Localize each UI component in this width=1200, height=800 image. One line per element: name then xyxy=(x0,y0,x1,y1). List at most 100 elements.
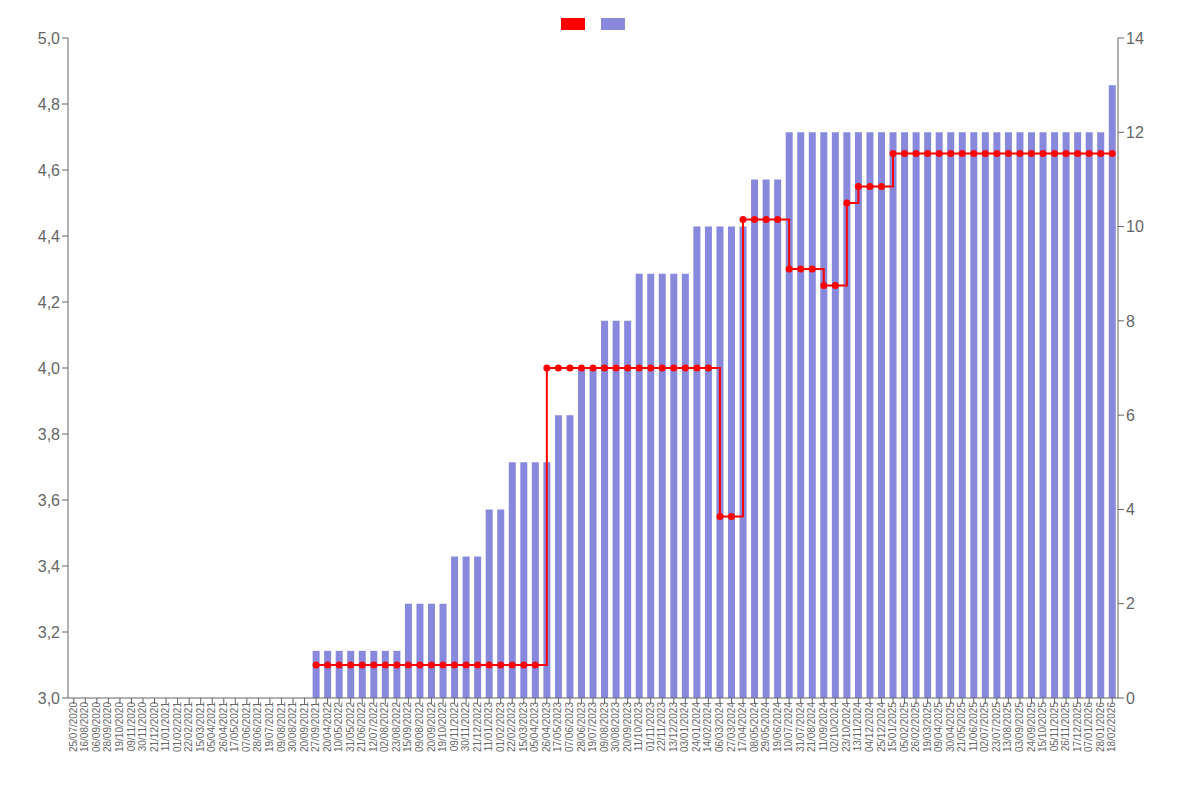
svg-text:22/02/2023: 22/02/2023 xyxy=(506,702,517,752)
svg-text:19/10/2020: 19/10/2020 xyxy=(114,702,125,752)
svg-text:21/12/2022: 21/12/2022 xyxy=(472,702,483,752)
svg-text:09/08/2021: 09/08/2021 xyxy=(276,702,287,752)
svg-text:01/11/2023: 01/11/2023 xyxy=(645,702,656,752)
svg-text:23/08/2022: 23/08/2022 xyxy=(391,702,402,752)
svg-text:8: 8 xyxy=(1126,313,1135,330)
svg-text:20/09/2023: 20/09/2023 xyxy=(622,702,633,752)
svg-text:3,4: 3,4 xyxy=(38,558,60,575)
svg-text:10: 10 xyxy=(1126,218,1144,235)
svg-text:24/09/2025: 24/09/2025 xyxy=(1026,702,1037,752)
svg-text:3,8: 3,8 xyxy=(38,426,60,443)
svg-text:2: 2 xyxy=(1126,595,1135,612)
svg-text:29/05/2024: 29/05/2024 xyxy=(760,702,771,752)
svg-text:06/03/2024: 06/03/2024 xyxy=(714,702,725,752)
svg-text:06/09/2020: 06/09/2020 xyxy=(91,702,102,752)
svg-text:05/02/2025: 05/02/2025 xyxy=(899,702,910,752)
svg-text:09/11/2022: 09/11/2022 xyxy=(449,702,460,752)
svg-text:4,6: 4,6 xyxy=(38,162,60,179)
svg-text:10/05/2022: 10/05/2022 xyxy=(333,702,344,752)
svg-text:04/12/2024: 04/12/2024 xyxy=(864,702,875,752)
svg-text:5,0: 5,0 xyxy=(38,30,60,47)
svg-text:14/02/2024: 14/02/2024 xyxy=(702,702,713,752)
svg-text:02/10/2024: 02/10/2024 xyxy=(829,702,840,752)
svg-text:20/09/2022: 20/09/2022 xyxy=(426,702,437,752)
svg-text:09/11/2020: 09/11/2020 xyxy=(126,702,137,752)
svg-text:27/09/2021: 27/09/2021 xyxy=(310,702,321,752)
svg-text:10/07/2024: 10/07/2024 xyxy=(783,702,794,752)
svg-text:15/03/2023: 15/03/2023 xyxy=(518,702,529,752)
svg-text:07/06/2021: 07/06/2021 xyxy=(241,702,252,752)
svg-text:20/04/2022: 20/04/2022 xyxy=(322,702,333,752)
svg-text:03/01/2024: 03/01/2024 xyxy=(679,702,690,752)
svg-text:11/01/2023: 11/01/2023 xyxy=(483,702,494,752)
svg-text:3,0: 3,0 xyxy=(38,690,60,707)
svg-text:30/04/2025: 30/04/2025 xyxy=(945,702,956,752)
svg-text:23/10/2024: 23/10/2024 xyxy=(841,702,852,752)
svg-text:02/08/2022: 02/08/2022 xyxy=(379,702,390,752)
svg-text:31/07/2024: 31/07/2024 xyxy=(795,702,806,752)
svg-text:15/01/2025: 15/01/2025 xyxy=(887,702,898,752)
svg-text:15/09/2022: 15/09/2022 xyxy=(402,702,413,752)
svg-text:25/12/2024: 25/12/2024 xyxy=(876,702,887,752)
svg-text:17/12/2025: 17/12/2025 xyxy=(1072,702,1083,752)
svg-text:26/04/2023: 26/04/2023 xyxy=(541,702,552,752)
svg-text:26/11/2025: 26/11/2025 xyxy=(1060,702,1071,752)
svg-text:19/10/2022: 19/10/2022 xyxy=(437,702,448,752)
svg-text:26/04/2021: 26/04/2021 xyxy=(218,702,229,752)
svg-text:28/06/2023: 28/06/2023 xyxy=(576,702,587,752)
svg-text:21/06/2022: 21/06/2022 xyxy=(356,702,367,752)
svg-text:30/08/2023: 30/08/2023 xyxy=(610,702,621,752)
svg-text:13/12/2023: 13/12/2023 xyxy=(668,702,679,752)
svg-text:07/06/2023: 07/06/2023 xyxy=(564,702,575,752)
svg-text:3,2: 3,2 xyxy=(38,624,60,641)
svg-text:16/08/2020: 16/08/2020 xyxy=(79,702,90,752)
svg-text:4: 4 xyxy=(1126,501,1135,518)
svg-text:28/06/2021: 28/06/2021 xyxy=(252,702,263,752)
svg-text:17/04/2024: 17/04/2024 xyxy=(737,702,748,752)
svg-text:17/05/2023: 17/05/2023 xyxy=(552,702,563,752)
svg-text:25/07/2020: 25/07/2020 xyxy=(68,702,79,752)
svg-text:31/05/2022: 31/05/2022 xyxy=(345,702,356,752)
svg-text:30/11/2022: 30/11/2022 xyxy=(460,702,471,752)
svg-text:14: 14 xyxy=(1126,30,1144,47)
svg-text:05/04/2021: 05/04/2021 xyxy=(206,702,217,752)
svg-text:26/02/2025: 26/02/2025 xyxy=(910,702,921,752)
svg-text:01/02/2021: 01/02/2021 xyxy=(172,702,183,752)
svg-text:11/09/2024: 11/09/2024 xyxy=(818,702,829,752)
svg-text:02/07/2025: 02/07/2025 xyxy=(979,702,990,752)
svg-text:4,4: 4,4 xyxy=(38,228,60,245)
svg-text:30/11/2020: 30/11/2020 xyxy=(137,702,148,752)
svg-text:18/02/2026: 18/02/2026 xyxy=(1106,702,1117,752)
svg-text:24/01/2024: 24/01/2024 xyxy=(691,702,702,752)
svg-text:22/11/2023: 22/11/2023 xyxy=(656,702,667,752)
svg-text:19/07/2023: 19/07/2023 xyxy=(587,702,598,752)
svg-text:22/02/2021: 22/02/2021 xyxy=(183,702,194,752)
svg-text:20/09/2021: 20/09/2021 xyxy=(299,702,310,752)
svg-text:21/08/2024: 21/08/2024 xyxy=(806,702,817,752)
svg-text:19/06/2024: 19/06/2024 xyxy=(772,702,783,752)
svg-text:21/05/2025: 21/05/2025 xyxy=(956,702,967,752)
svg-text:30/08/2021: 30/08/2021 xyxy=(287,702,298,752)
svg-text:09/08/2023: 09/08/2023 xyxy=(599,702,610,752)
svg-text:13/08/2025: 13/08/2025 xyxy=(1002,702,1013,752)
svg-text:28/09/2020: 28/09/2020 xyxy=(102,702,113,752)
svg-text:19/03/2025: 19/03/2025 xyxy=(922,702,933,752)
svg-text:09/04/2025: 09/04/2025 xyxy=(933,702,944,752)
svg-text:4,0: 4,0 xyxy=(38,360,60,377)
svg-text:4,2: 4,2 xyxy=(38,294,60,311)
svg-text:15/10/2025: 15/10/2025 xyxy=(1037,702,1048,752)
svg-text:11/06/2025: 11/06/2025 xyxy=(968,702,979,752)
svg-text:12/07/2022: 12/07/2022 xyxy=(368,702,379,752)
svg-text:4,8: 4,8 xyxy=(38,96,60,113)
svg-text:05/04/2023: 05/04/2023 xyxy=(529,702,540,752)
svg-text:27/03/2024: 27/03/2024 xyxy=(726,702,737,752)
svg-text:08/05/2024: 08/05/2024 xyxy=(749,702,760,752)
svg-text:17/05/2021: 17/05/2021 xyxy=(229,702,240,752)
svg-text:07/01/2026: 07/01/2026 xyxy=(1083,702,1094,752)
svg-text:01/02/2023: 01/02/2023 xyxy=(495,702,506,752)
svg-text:21/12/2020: 21/12/2020 xyxy=(149,702,160,752)
svg-text:6: 6 xyxy=(1126,407,1135,424)
svg-text:05/11/2025: 05/11/2025 xyxy=(1049,702,1060,752)
svg-text:23/07/2025: 23/07/2025 xyxy=(991,702,1002,752)
svg-text:0: 0 xyxy=(1126,690,1135,707)
